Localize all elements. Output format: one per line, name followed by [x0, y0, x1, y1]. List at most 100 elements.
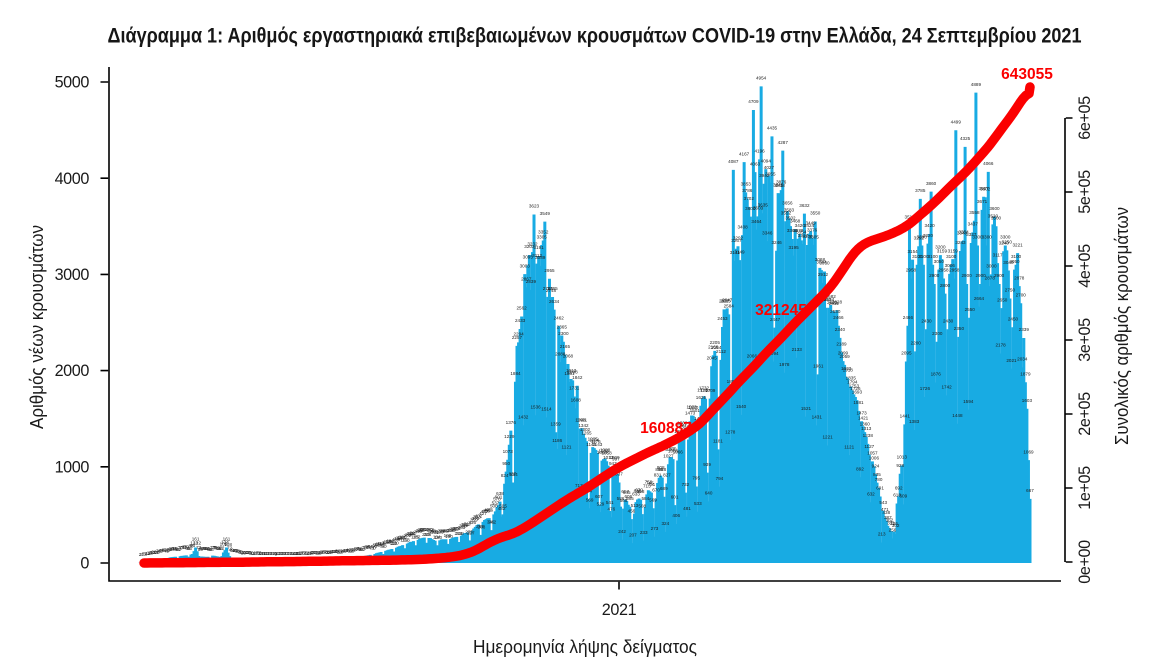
svg-text:52: 52 — [358, 547, 364, 552]
svg-text:1066: 1066 — [673, 450, 684, 455]
svg-text:1398: 1398 — [575, 418, 586, 423]
svg-text:247: 247 — [439, 528, 447, 533]
svg-text:1009: 1009 — [609, 455, 620, 460]
svg-text:1281: 1281 — [674, 429, 685, 434]
svg-text:244: 244 — [437, 529, 445, 534]
svg-text:45: 45 — [344, 548, 350, 553]
svg-text:1835: 1835 — [846, 376, 857, 381]
svg-text:1e+05: 1e+05 — [1076, 466, 1094, 510]
svg-text:13: 13 — [267, 551, 273, 556]
svg-text:11: 11 — [261, 551, 266, 556]
svg-text:3202: 3202 — [524, 244, 535, 249]
svg-text:1881: 1881 — [564, 371, 575, 376]
svg-text:29: 29 — [338, 549, 344, 554]
svg-text:326: 326 — [890, 521, 898, 526]
svg-text:3006: 3006 — [945, 263, 956, 268]
svg-text:140: 140 — [386, 539, 394, 544]
svg-text:49: 49 — [162, 548, 168, 553]
svg-text:5: 5 — [143, 552, 146, 557]
svg-text:2748: 2748 — [546, 288, 557, 293]
svg-text:3600: 3600 — [745, 206, 756, 211]
svg-text:264: 264 — [420, 527, 428, 532]
svg-text:1012: 1012 — [603, 455, 614, 460]
svg-text:2133: 2133 — [792, 347, 803, 352]
svg-text:4066: 4066 — [983, 161, 994, 166]
svg-text:3300: 3300 — [917, 235, 928, 240]
svg-text:24: 24 — [243, 550, 249, 555]
svg-text:713: 713 — [643, 484, 651, 489]
svg-text:618: 618 — [893, 493, 901, 498]
svg-text:3702: 3702 — [744, 196, 755, 201]
svg-text:3352: 3352 — [538, 230, 549, 235]
svg-text:2e+05: 2e+05 — [1076, 392, 1094, 436]
svg-text:689: 689 — [660, 486, 668, 491]
svg-text:185: 185 — [411, 534, 419, 539]
svg-text:609: 609 — [899, 494, 907, 499]
svg-text:3112: 3112 — [532, 253, 542, 258]
svg-text:52: 52 — [176, 547, 182, 552]
svg-text:26: 26 — [320, 550, 326, 555]
svg-text:375: 375 — [471, 516, 479, 521]
svg-text:324: 324 — [661, 521, 669, 526]
svg-text:4499: 4499 — [951, 119, 962, 124]
svg-text:607: 607 — [595, 494, 603, 499]
svg-text:2433: 2433 — [515, 318, 526, 323]
svg-text:2620: 2620 — [827, 300, 838, 305]
svg-text:2339: 2339 — [1019, 327, 1030, 332]
svg-text:1918: 1918 — [843, 368, 854, 373]
svg-text:62: 62 — [357, 546, 363, 551]
svg-text:2430: 2430 — [943, 318, 954, 323]
svg-text:1594: 1594 — [963, 399, 974, 404]
svg-text:21: 21 — [247, 550, 253, 555]
svg-text:585: 585 — [626, 496, 634, 501]
svg-text:3942: 3942 — [759, 173, 770, 178]
svg-text:2647: 2647 — [722, 298, 733, 303]
svg-text:256: 256 — [417, 528, 425, 533]
svg-text:65: 65 — [205, 546, 211, 551]
svg-text:12: 12 — [145, 551, 151, 556]
svg-text:56: 56 — [209, 547, 215, 552]
svg-text:16: 16 — [253, 551, 259, 556]
svg-text:66: 66 — [187, 546, 193, 551]
svg-text:22: 22 — [312, 550, 318, 555]
svg-text:1884: 1884 — [510, 371, 521, 376]
svg-text:3424: 3424 — [804, 223, 815, 228]
svg-text:1540: 1540 — [736, 404, 747, 409]
svg-text:42: 42 — [230, 548, 236, 553]
svg-text:3437: 3437 — [968, 222, 979, 227]
svg-text:265: 265 — [450, 527, 458, 532]
svg-text:3632: 3632 — [799, 203, 810, 208]
svg-text:2664: 2664 — [974, 296, 985, 301]
svg-text:Διάγραμμα 1: Αριθμός εργαστηρι: Διάγραμμα 1: Αριθμός εργαστηριακά επιβεβ… — [108, 25, 1082, 48]
svg-text:1448: 1448 — [952, 413, 963, 418]
svg-text:23: 23 — [150, 550, 156, 555]
svg-text:258: 258 — [427, 527, 435, 532]
svg-text:3159: 3159 — [948, 248, 959, 253]
svg-text:1278: 1278 — [725, 429, 736, 434]
svg-text:1521: 1521 — [801, 406, 812, 411]
svg-text:12: 12 — [281, 551, 287, 556]
svg-text:1961: 1961 — [813, 364, 824, 369]
svg-text:239: 239 — [430, 529, 438, 534]
svg-text:11: 11 — [295, 551, 300, 556]
svg-text:321245: 321245 — [755, 302, 807, 319]
svg-text:300: 300 — [459, 523, 467, 528]
svg-text:69: 69 — [215, 546, 221, 551]
svg-text:73: 73 — [196, 545, 202, 550]
svg-text:780: 780 — [875, 477, 883, 482]
svg-text:691: 691 — [876, 486, 884, 491]
svg-text:633: 633 — [632, 491, 640, 496]
svg-text:3300: 3300 — [972, 235, 983, 240]
svg-text:218: 218 — [456, 531, 464, 536]
svg-text:1376: 1376 — [506, 420, 517, 425]
svg-text:2154: 2154 — [711, 345, 722, 350]
svg-text:182: 182 — [413, 535, 421, 540]
svg-text:57: 57 — [354, 547, 360, 552]
svg-text:670: 670 — [652, 488, 660, 493]
svg-text:1064: 1064 — [597, 450, 608, 455]
svg-text:2294: 2294 — [513, 332, 524, 337]
svg-text:23: 23 — [153, 550, 159, 555]
svg-text:2900: 2900 — [994, 273, 1005, 278]
svg-text:481: 481 — [683, 506, 691, 511]
svg-text:2099: 2099 — [838, 350, 849, 355]
